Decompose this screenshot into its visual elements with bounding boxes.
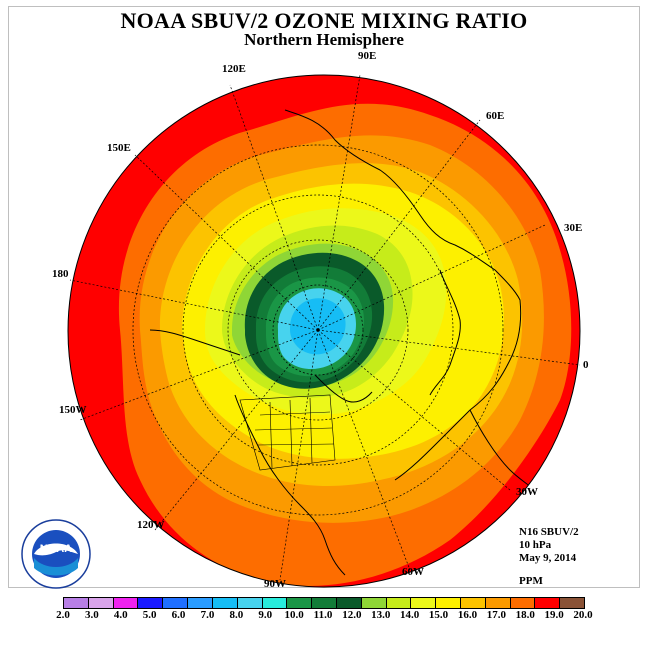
lon-label-30e: 30E [564,222,583,234]
pressure-level-label: 10 hPa [519,539,552,551]
colorbar-label: 19.0 [544,609,564,621]
map-title: NOAA SBUV/2 OZONE MIXING RATIO [120,8,528,33]
colorbar-swatch [461,598,486,608]
unit-label: PPM [519,575,543,587]
colorbar-label: 15.0 [428,609,449,621]
colorbar-label: 7.0 [200,609,215,621]
colorbar-swatch [386,598,412,608]
colorbar-swatch [138,598,164,608]
colorbar [63,597,585,609]
colorbar-swatch [237,598,263,608]
contour-band-8 [290,298,346,355]
colorbar-swatch [212,598,238,608]
lon-label-60w: 60W [402,566,424,578]
colorbar-label: 16.0 [457,609,478,621]
noaa-logo: NOAA [21,519,91,589]
lon-label-150e: 150E [107,142,131,154]
logo-text: NOAA [40,543,72,555]
colorbar-label: 3.0 [85,609,99,621]
info-block: N16 SBUV/2 10 hPa May 9, 2014 [519,526,579,565]
instrument-label: N16 SBUV/2 [519,526,579,538]
colorbar-label: 9.0 [258,609,273,621]
colorbar-swatch [361,598,387,608]
lon-label-60e: 60E [486,110,505,122]
colorbar-swatch [535,598,561,608]
colorbar-label: 5.0 [142,609,157,621]
coastline-eurasia [284,109,522,481]
us-state-boundaries [239,394,336,471]
colorbar-label: 13.0 [371,609,391,621]
colorbar-label: 12.0 [342,609,362,621]
colorbar-label: 17.0 [486,609,506,621]
meridians [69,74,581,581]
lon-label-0: 0 [583,359,589,371]
colorbar-label: 4.0 [113,609,128,621]
colorbar-label: 10.0 [284,609,304,621]
colorbar-swatch [510,598,536,608]
colorbar-swatch [312,598,337,608]
colorbar-swatch [163,598,189,608]
lon-label-150w: 150W [59,404,87,416]
colorbar-label: 6.0 [171,609,186,621]
lon-label-30w: 30W [516,486,538,498]
map-outline [67,74,581,588]
colorbar-swatch [188,598,213,608]
coastline-europe [429,269,461,396]
colorbar-label: 18.0 [515,609,535,621]
colorbar-swatch [485,598,511,608]
lon-label-90e: 90E [358,50,377,62]
coastline-greenland [314,374,373,403]
colorbar-label: 20.0 [573,609,593,621]
colorbar-swatch [560,598,585,608]
latitude-circles [132,144,504,516]
lon-label-180: 180 [52,268,69,280]
colorbar-swatch [262,598,288,608]
colorbar-label: 8.0 [229,609,244,621]
date-label: May 9, 2014 [519,552,577,564]
colorbar-labels: 2.0 3.0 4.0 5.0 6.0 7.0 8.0 9.0 10.0 11.0 12.0 13.0… [56,609,593,623]
colorbar-swatch [88,598,114,608]
map-subtitle: Northern Hemisphere [244,30,404,49]
colorbar-swatch [436,598,461,608]
colorbar-label: 14.0 [400,609,420,621]
colorbar-label: 11.0 [313,609,333,621]
colorbar-swatch [64,598,89,608]
lon-label-120e: 120E [222,63,246,75]
colorbar-swatch [287,598,313,608]
lon-label-90w: 90W [264,578,286,590]
coastline-alaska [149,329,241,356]
coastline-north-america [234,394,346,576]
colorbar-swatch [411,598,437,608]
colorbar-label: 2.0 [56,609,70,621]
colorbar-swatch [336,598,362,608]
lon-label-120w: 120W [137,519,165,531]
colorbar-swatch [113,598,139,608]
